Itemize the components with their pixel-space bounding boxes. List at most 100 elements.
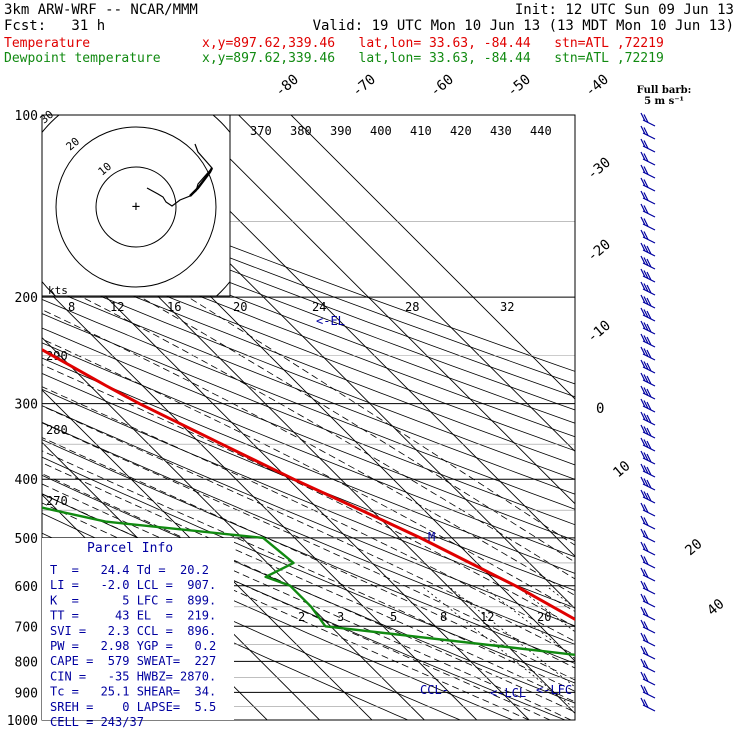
wind-barb-6 [640, 190, 656, 205]
wind-barb-44 [640, 684, 656, 699]
parcel-line-1: LI = -2.0 LCL = 907. [50, 578, 216, 592]
parcel-panel-bg [42, 538, 234, 720]
moist-adiabat-32 [42, 276, 575, 580]
wind-barb-flag-27-1 [643, 465, 649, 474]
wind-barb-16 [640, 320, 656, 335]
wind-barb-2 [640, 138, 656, 153]
wind-barb-flag-4-0 [640, 164, 646, 174]
wind-barb-flag-1-1 [643, 127, 649, 136]
pressure-label-400: 400 [15, 473, 38, 488]
dewpoint-location: x,y=897.62,339.46 lat,lon= 33.63, -84.44… [202, 51, 664, 66]
wind-barb-flag-43-0 [640, 671, 646, 681]
wind-barb-38 [640, 606, 656, 621]
wind-barb-11 [640, 255, 656, 270]
wind-barb-0 [640, 112, 656, 127]
wind-barb-flag-34-1 [643, 556, 649, 565]
wind-barb-flag-16-2 [646, 323, 652, 333]
wind-barb-flag-28-0 [640, 476, 646, 486]
wind-barb-flag-28-2 [646, 479, 652, 489]
wind-barb-35 [640, 567, 656, 582]
dry-adiabat-340 [42, 357, 575, 574]
wind-barb-24 [640, 424, 656, 439]
wind-barb-flag-17-0 [640, 333, 646, 343]
wind-barb-flag-14-0 [640, 294, 646, 304]
barb-legend-value: 5 m s⁻¹ [644, 96, 684, 107]
wind-barb-flag-34-0 [640, 554, 646, 564]
isotherm-label-10: 20 [682, 536, 705, 559]
wind-barb-flag-23-2 [646, 414, 652, 424]
wind-barb-19 [640, 359, 656, 374]
wind-barb-43 [640, 671, 656, 686]
wind-barb-flag-11-0 [640, 255, 646, 265]
wind-barb-3 [640, 151, 656, 166]
mixing-ratio-3 [447, 585, 575, 688]
wind-barb-15 [640, 307, 656, 322]
plot-frame [41, 114, 576, 721]
wind-barb-flag-8-0 [640, 216, 646, 226]
temperature-location: x,y=897.62,339.46 lat,lon= 33.63, -84.44… [202, 36, 664, 51]
wind-barb-10 [640, 242, 656, 257]
wind-barb-41 [640, 645, 656, 660]
parcel-line-5: PW = 2.98 YGP = 0.2 [50, 639, 216, 653]
parcel-line-3: TT = 43 EL = 219. [50, 609, 216, 623]
wind-barb-flag-36-1 [643, 582, 649, 591]
hodo-axis-labels: 8 12 16 20 24 28 32 [68, 300, 514, 314]
wind-barb-flag-37-0 [640, 593, 646, 603]
theta-e-label-390: 390 [330, 124, 352, 138]
wind-barb-flag-29-2 [646, 492, 652, 502]
wind-barb-flag-5-1 [643, 179, 649, 188]
wind-barb-flag-21-0 [640, 385, 646, 395]
wind-barb-flag-24-2 [646, 427, 652, 437]
barb-legend-title: Full barb: [637, 85, 692, 96]
dry-adiabat-310 [42, 405, 575, 627]
isotherm-label-1: -70 [349, 72, 379, 101]
hodo-axis-label-32: 32 [500, 300, 514, 314]
parcel-line-4: SVI = 2.3 CCL = 896. [50, 624, 216, 638]
pressure-label-900: 900 [15, 686, 38, 701]
wind-barb-flag-27-2 [646, 466, 652, 476]
barb-legend: Full barb: 5 m s⁻¹ [637, 85, 692, 107]
wind-barb-flag-35-0 [640, 567, 646, 577]
wind-barb-flag-24-0 [640, 424, 646, 434]
pressure-label-1000: 1000 [7, 714, 38, 729]
dry-adiabat-290 [42, 439, 575, 664]
wind-barb-flag-28-1 [643, 478, 649, 487]
wind-barb-flag-15-2 [646, 310, 652, 320]
wind-barb-flag-11-2 [646, 258, 652, 268]
wind-barb-20 [640, 372, 656, 387]
wind-barb-26 [640, 450, 656, 465]
lcl-marker: <-LCL [490, 686, 526, 700]
wind-barb-flag-40-1 [643, 634, 649, 643]
wind-barb-flag-41-0 [640, 645, 646, 655]
mixing-ratio-label-2: 2 [298, 610, 305, 624]
wind-barb-30 [640, 502, 656, 517]
wind-barb-flag-26-2 [646, 453, 652, 463]
isotherm-label-0: -80 [272, 72, 302, 101]
wind-barb-flag-8-1 [643, 218, 649, 227]
wind-barb-flag-35-1 [643, 569, 649, 578]
wind-barb-flag-44-1 [643, 686, 649, 695]
isotherm-label-9: 10 [610, 458, 633, 481]
moist-adiabat--4 [42, 462, 575, 703]
mixing-ratio-labels: 2 3 5 8 12 20 [298, 610, 551, 624]
wind-barb-22 [640, 398, 656, 413]
wind-barb-flag-10-2 [646, 245, 652, 255]
wind-barb-flag-36-0 [640, 580, 646, 590]
pressure-tick-labels: 100 200 300 400 500 600 700 800 900 1000 [7, 109, 38, 729]
wind-barb-flag-44-0 [640, 684, 646, 694]
hodo-axis-label-8: 8 [68, 300, 75, 314]
wind-barb-29 [640, 489, 656, 504]
wind-barb-flag-32-0 [640, 528, 646, 538]
wind-barb-flag-3-0 [640, 151, 646, 161]
isotherm-label-3: -50 [504, 72, 534, 101]
ccl-marker: CCL- [420, 683, 449, 697]
mixing-ratio-label-8: 8 [440, 610, 447, 624]
wind-barb-12 [640, 268, 656, 283]
wind-barbs [640, 112, 656, 712]
wind-barb-flag-10-1 [643, 244, 649, 253]
wind-barb-flag-22-2 [646, 401, 652, 411]
wind-barb-34 [640, 554, 656, 569]
pressure-label-200: 200 [15, 291, 38, 306]
hodo-axis-label-12: 12 [110, 300, 124, 314]
wind-barb-flag-27-0 [640, 463, 646, 473]
